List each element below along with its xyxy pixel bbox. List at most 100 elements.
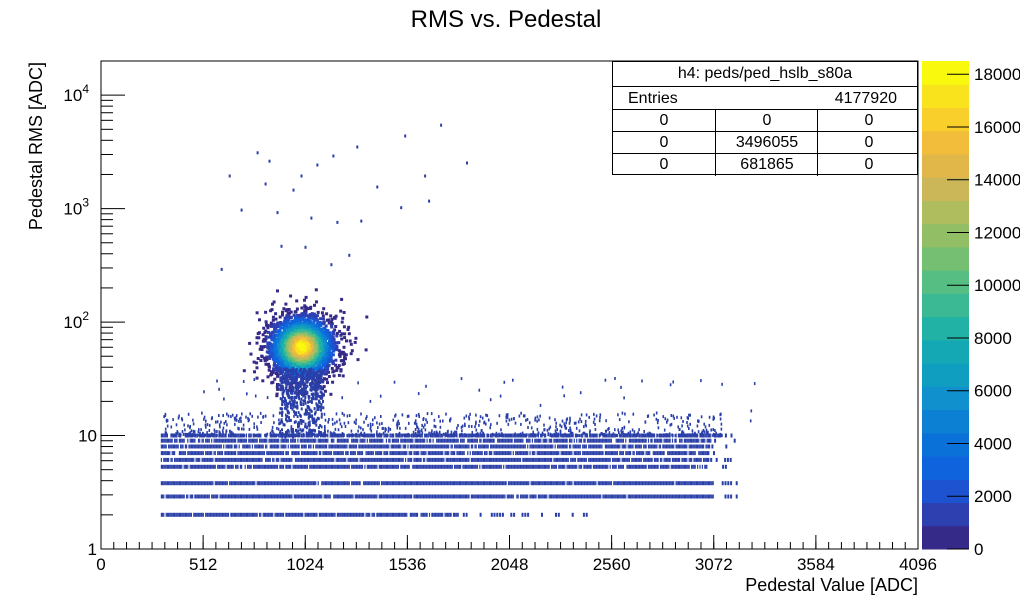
band-cell [433,457,435,462]
band-cell [376,494,378,499]
band-cell [632,481,634,486]
scatter-cell [577,420,580,424]
band-cell [630,494,632,499]
band-cell [461,494,463,499]
band-cell [206,464,208,469]
band-cell [444,512,446,517]
band-cell [378,481,380,486]
band-cell [548,481,550,486]
band-cell [683,464,685,469]
band-cell [367,457,370,462]
band-cell [354,481,356,486]
band-cell [579,481,581,486]
band-cell [369,457,371,462]
band-cell [323,512,325,517]
band-cell [651,438,653,443]
cluster-cell [341,316,345,320]
band-cell [427,451,429,456]
band-cell [328,481,330,486]
band-cell [693,433,695,438]
band-cell [513,438,516,443]
scatter-cell [376,430,378,434]
band-cell [384,464,386,469]
band-cell [450,512,452,517]
band-cell [164,451,166,456]
band-cell [425,444,427,449]
band-cell [568,451,571,456]
band-cell [444,438,446,443]
band-cell [267,512,269,517]
band-cell [406,481,408,486]
band-cell [377,451,379,456]
band-cell [282,451,285,456]
band-cell [254,451,256,456]
scatter-cell [226,423,228,427]
band-cell [478,451,480,456]
scatter-cell [460,425,463,429]
band-cell [680,464,682,469]
band-cell [460,464,462,469]
scatter-cell [719,434,721,438]
band-cell [211,457,213,462]
scatter-cell [324,427,326,431]
scatter-cell [666,418,669,422]
band-cell [329,494,331,499]
band-cell [414,438,416,443]
band-cell [255,438,257,443]
band-cell [440,433,443,438]
band-cell [495,464,498,469]
band-cell [492,481,494,486]
band-cell [521,438,523,443]
scatter-cell [353,433,355,437]
scatter-cell [712,432,715,436]
band-cell [510,464,512,469]
band-cell [499,444,501,449]
band-cell [555,512,557,517]
band-cell [584,464,586,469]
band-cell [315,438,317,443]
scatter-cell [347,421,350,425]
band-cell [194,451,196,456]
scatter-cell [320,425,323,429]
band-cell [270,481,273,486]
scatter-cell [404,426,407,430]
band-cell [495,494,498,499]
band-cell [272,433,274,438]
band-cell [218,464,220,469]
band-cell [365,512,367,517]
band-cell [397,464,399,469]
band-cell [217,457,219,462]
band-cell [247,481,249,486]
scatter-cell [457,424,459,427]
scatter-cell [526,418,529,421]
band-cell [287,457,289,462]
band-cell [699,451,701,456]
band-cell [490,451,492,456]
scatter-cell [665,433,668,437]
band-cell [472,464,474,469]
band-cell [184,451,186,456]
band-cell [421,494,423,499]
scatter-cell [392,418,395,422]
band-cell [560,494,562,499]
band-cell [610,444,612,449]
scatter-cell [656,434,659,437]
scatter-cell [500,434,503,438]
scatter-cell [573,421,576,425]
band-cell [339,464,341,469]
band-cell [390,444,392,449]
band-cell [563,481,565,486]
scatter-cell [290,429,293,433]
band-cell [269,464,271,469]
band-cell [376,451,378,456]
band-cell [224,481,226,486]
band-cell [670,444,672,449]
band-cell [316,444,318,449]
band-cell [270,464,273,469]
band-cell [491,481,493,486]
band-cell [422,444,425,449]
band-cell [279,494,281,499]
scatter-cell [346,434,348,438]
band-cell [705,444,707,449]
band-cell [169,494,171,499]
